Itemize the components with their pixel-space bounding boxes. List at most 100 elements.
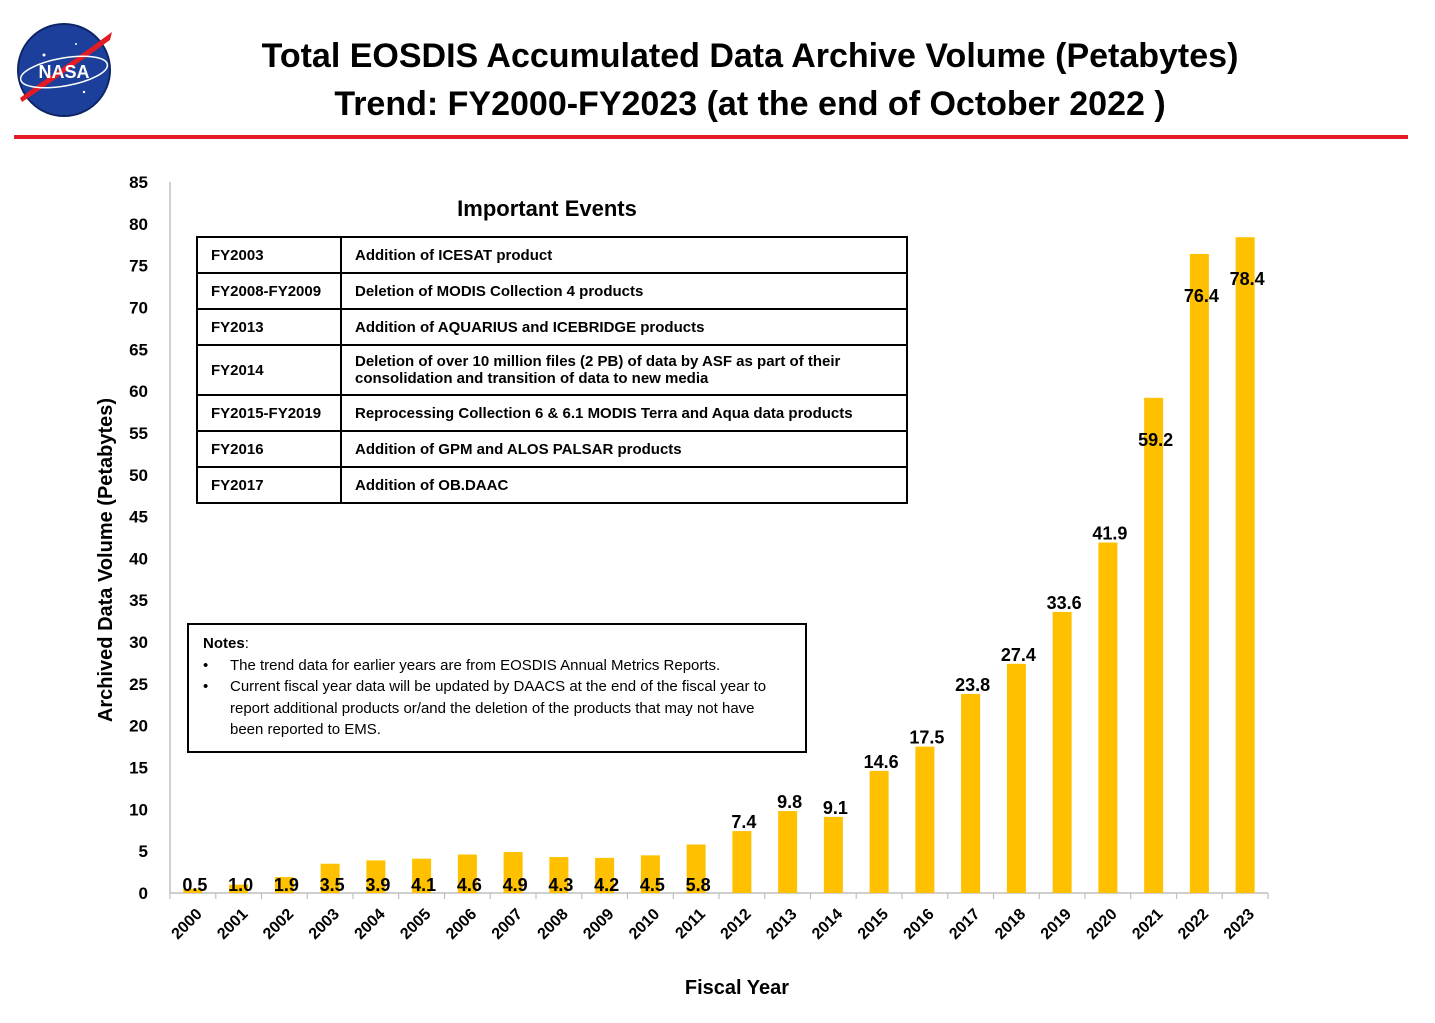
- event-year: FY2016: [196, 430, 342, 468]
- x-tick-label: 2006: [443, 906, 480, 943]
- bar: [1098, 542, 1118, 893]
- chart-title-line2: Trend: FY2000-FY2023 (at the end of Octo…: [334, 85, 1166, 123]
- x-tick-label: 2005: [397, 906, 434, 943]
- x-tick-label: 2003: [306, 906, 343, 943]
- bar: [869, 770, 889, 893]
- data-label: 9.1: [823, 798, 848, 818]
- x-tick-label: 2023: [1221, 906, 1258, 943]
- bar: [366, 860, 386, 893]
- x-tick-label: 2004: [352, 906, 389, 943]
- event-year: FY2014: [196, 344, 342, 396]
- bar: [412, 858, 432, 893]
- x-tick-label: 2021: [1129, 906, 1166, 943]
- x-tick-label: 2019: [1038, 906, 1075, 943]
- x-tick-label: 2016: [901, 906, 938, 943]
- x-tick-label: 2010: [626, 906, 663, 943]
- table-row: FY2014 Deletion of over 10 million files…: [196, 344, 908, 396]
- y-tick-label: 50: [129, 466, 148, 485]
- bar: [1144, 397, 1164, 893]
- bar: [320, 863, 340, 893]
- data-label: 27.4: [1001, 645, 1036, 665]
- x-tick-label: 2012: [718, 906, 755, 943]
- event-description: Addition of AQUARIUS and ICEBRIDGE produ…: [340, 308, 908, 346]
- data-label: 1.0: [228, 875, 253, 895]
- table-row: FY2017 Addition of OB.DAAC: [196, 466, 908, 504]
- data-label: 4.5: [640, 875, 665, 895]
- y-tick-label: 30: [129, 633, 148, 652]
- y-tick-label: 20: [129, 717, 148, 736]
- bar: [503, 852, 523, 893]
- notes-box: Notes: The trend data for earlier years …: [187, 623, 807, 753]
- x-tick-label: 2008: [535, 906, 572, 943]
- data-label: 4.2: [594, 875, 619, 895]
- event-description: Addition of OB.DAAC: [340, 466, 908, 504]
- y-tick-label: 55: [129, 424, 148, 443]
- notes-title: Notes: [203, 635, 245, 652]
- bar: [1052, 611, 1072, 893]
- event-year: FY2003: [196, 236, 342, 274]
- data-label: 23.8: [955, 675, 990, 695]
- bar: [1235, 237, 1255, 894]
- bar: [229, 884, 249, 893]
- x-tick-label: 2015: [855, 906, 892, 943]
- table-row: FY2008-FY2009 Deletion of MODIS Collecti…: [196, 272, 908, 310]
- bar: [732, 831, 752, 893]
- table-row: FY2015-FY2019 Reprocessing Collection 6 …: [196, 394, 908, 432]
- x-tick-label: 2013: [763, 906, 800, 943]
- y-tick-label: 60: [129, 382, 148, 401]
- bar: [823, 816, 843, 893]
- x-tick-label: 2009: [580, 906, 617, 943]
- nasa-logo-text: NASA: [38, 62, 89, 82]
- data-label: 76.4: [1184, 286, 1219, 306]
- y-tick-label: 10: [129, 800, 148, 819]
- y-tick-label: 15: [129, 759, 148, 778]
- table-row: FY2003 Addition of ICESAT product: [196, 236, 908, 274]
- x-tick-label: 2014: [809, 906, 846, 943]
- y-tick-label: 85: [129, 173, 148, 192]
- y-tick-label: 40: [129, 549, 148, 568]
- x-tick-label: 2018: [992, 906, 1029, 943]
- table-row: FY2016 Addition of GPM and ALOS PALSAR p…: [196, 430, 908, 468]
- data-label: 3.9: [365, 875, 390, 895]
- y-tick-label: 45: [129, 508, 148, 527]
- x-tick-label: 2007: [489, 906, 526, 943]
- bar: [1006, 663, 1026, 893]
- event-description: Addition of ICESAT product: [340, 236, 908, 274]
- nasa-logo: NASA: [17, 23, 112, 117]
- event-description: Addition of GPM and ALOS PALSAR products: [340, 430, 908, 468]
- data-label: 3.5: [320, 875, 345, 895]
- data-label: 5.8: [686, 875, 711, 895]
- data-label: 33.6: [1047, 593, 1082, 613]
- events-table: FY2003 Addition of ICESAT product FY2008…: [196, 236, 908, 504]
- data-label: 41.9: [1092, 524, 1127, 544]
- bar: [1189, 253, 1209, 894]
- bar: [274, 877, 294, 893]
- x-tick-label: 2011: [672, 906, 709, 943]
- x-tick-label: 2020: [1084, 906, 1121, 943]
- x-axis-title: Fiscal Year: [685, 977, 789, 999]
- data-label: 9.8: [777, 792, 802, 812]
- data-label: 78.4: [1230, 269, 1265, 289]
- bar: [457, 854, 477, 893]
- x-tick-label: 2002: [260, 906, 297, 943]
- y-tick-label: 80: [129, 215, 148, 234]
- y-tick-label: 70: [129, 298, 148, 317]
- data-label: 4.3: [548, 875, 573, 895]
- title-divider: [14, 135, 1408, 139]
- list-item: The trend data for earlier years are fro…: [203, 655, 791, 677]
- x-tick-label: 2001: [214, 906, 251, 943]
- data-label: 4.6: [457, 875, 482, 895]
- data-label: 7.4: [731, 812, 756, 832]
- y-tick-label: 5: [139, 842, 148, 861]
- data-label: 17.5: [909, 728, 944, 748]
- bar: [549, 857, 569, 893]
- bar: [778, 811, 798, 893]
- events-table-title: Important Events: [457, 196, 637, 221]
- event-year: FY2017: [196, 466, 342, 504]
- y-axis-title: Archived Data Volume (Petabytes): [95, 398, 117, 722]
- bar: [595, 857, 615, 893]
- y-tick-label: 35: [129, 591, 148, 610]
- bar: [961, 693, 981, 893]
- y-tick-label: 0: [139, 884, 148, 903]
